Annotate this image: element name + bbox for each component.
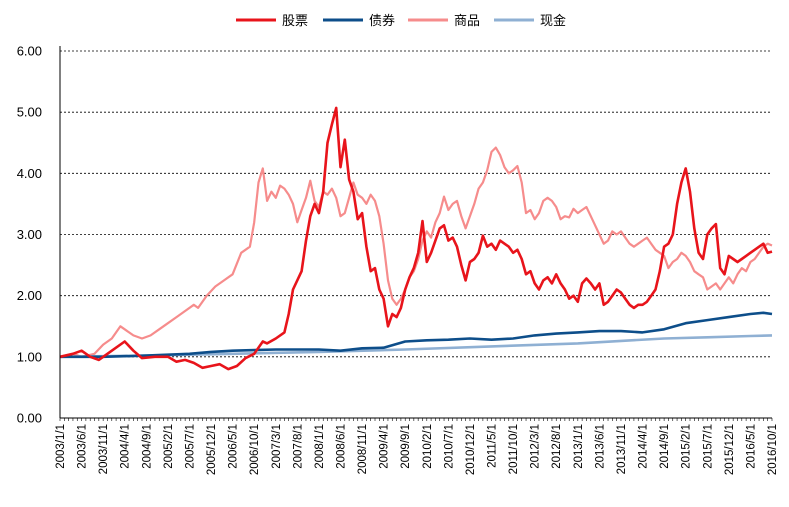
x-tick-label: 2007/8/1	[292, 424, 304, 469]
x-tick-label: 2014/4/1	[638, 424, 650, 469]
x-tick-label: 2003/11/1	[98, 424, 110, 474]
x-tick-label: 2013/11/1	[616, 424, 628, 474]
x-tick-label: 2009/9/1	[400, 424, 412, 469]
series-line-stocks	[59, 106, 773, 371]
axes	[59, 46, 773, 421]
x-tick-label: 2015/2/1	[681, 424, 693, 469]
x-tick-label: 2008/6/1	[335, 424, 347, 469]
series-line-cash	[59, 334, 773, 359]
legend-item-bonds: 债券	[323, 13, 395, 29]
x-tick-label: 2007/3/1	[271, 424, 283, 469]
x-tick-label: 2012/8/1	[551, 424, 563, 469]
y-tick-label: 2.00	[17, 288, 42, 303]
x-tick-label: 2011/10/1	[508, 424, 520, 474]
x-tick-label: 2006/5/1	[228, 424, 240, 469]
x-tick-label: 2004/4/1	[120, 424, 132, 469]
x-tick-label: 2009/4/1	[379, 424, 391, 469]
legend-label: 债券	[369, 13, 395, 29]
legend-item-cash: 现金	[494, 13, 566, 29]
x-tick-label: 2016/10/1	[767, 424, 779, 475]
series-layer	[59, 106, 773, 371]
x-tick-label: 2010/2/1	[422, 424, 434, 469]
x-tick-label: 2012/3/1	[530, 424, 542, 469]
x-tick-label: 2008/11/1	[357, 424, 369, 474]
legend: 股票 债券 商品 现金	[236, 13, 566, 29]
legend-item-stocks: 股票	[236, 14, 308, 29]
y-tick-label: 0.00	[17, 411, 42, 426]
x-tick-label: 2016/5/1	[745, 424, 757, 469]
y-tick-label: 6.00	[17, 44, 42, 59]
legend-label: 现金	[540, 13, 566, 29]
legend-label: 股票	[282, 14, 308, 29]
x-tick-label: 2010/7/1	[443, 424, 455, 469]
grid	[60, 50, 772, 358]
x-tick-label: 2015/12/1	[724, 424, 736, 475]
y-tick-label: 4.00	[17, 166, 42, 181]
x-tick-label: 2004/9/1	[141, 424, 153, 469]
x-tick-label: 2008/1/1	[314, 424, 326, 469]
x-tick-label: 2005/7/1	[184, 424, 196, 469]
x-tick-label: 2005/2/1	[163, 424, 175, 469]
x-tick-label: 2013/1/1	[573, 424, 585, 469]
y-axis-ticks: 0.00 1.00 2.00 3.00 4.00 5.00 6.00	[17, 44, 42, 426]
series-line-commodities	[59, 146, 773, 358]
x-tick-label: 2014/9/1	[659, 424, 671, 469]
x-tick-label: 2003/1/1	[55, 424, 67, 469]
x-tick-label: 2011/5/1	[487, 424, 499, 468]
x-tick-label: 2013/6/1	[594, 424, 606, 469]
x-tick-label: 2003/6/1	[77, 424, 89, 469]
x-tick-label: 2010/12/1	[465, 424, 477, 475]
y-tick-label: 1.00	[17, 349, 42, 364]
x-tick-label: 2005/12/1	[206, 424, 218, 475]
y-tick-label: 5.00	[17, 105, 42, 120]
series-line-bonds	[60, 311, 773, 359]
x-tick-label: 2006/10/1	[249, 424, 261, 475]
y-tick-label: 3.00	[17, 227, 42, 242]
x-tick-label: 2015/7/1	[702, 424, 714, 469]
legend-item-commodities: 商品	[408, 14, 480, 29]
legend-label: 商品	[454, 14, 480, 29]
x-axis-ticks: 2003/1/1 2003/6/1 2003/11/1 2004/4/1 2004/9/…	[55, 424, 779, 475]
